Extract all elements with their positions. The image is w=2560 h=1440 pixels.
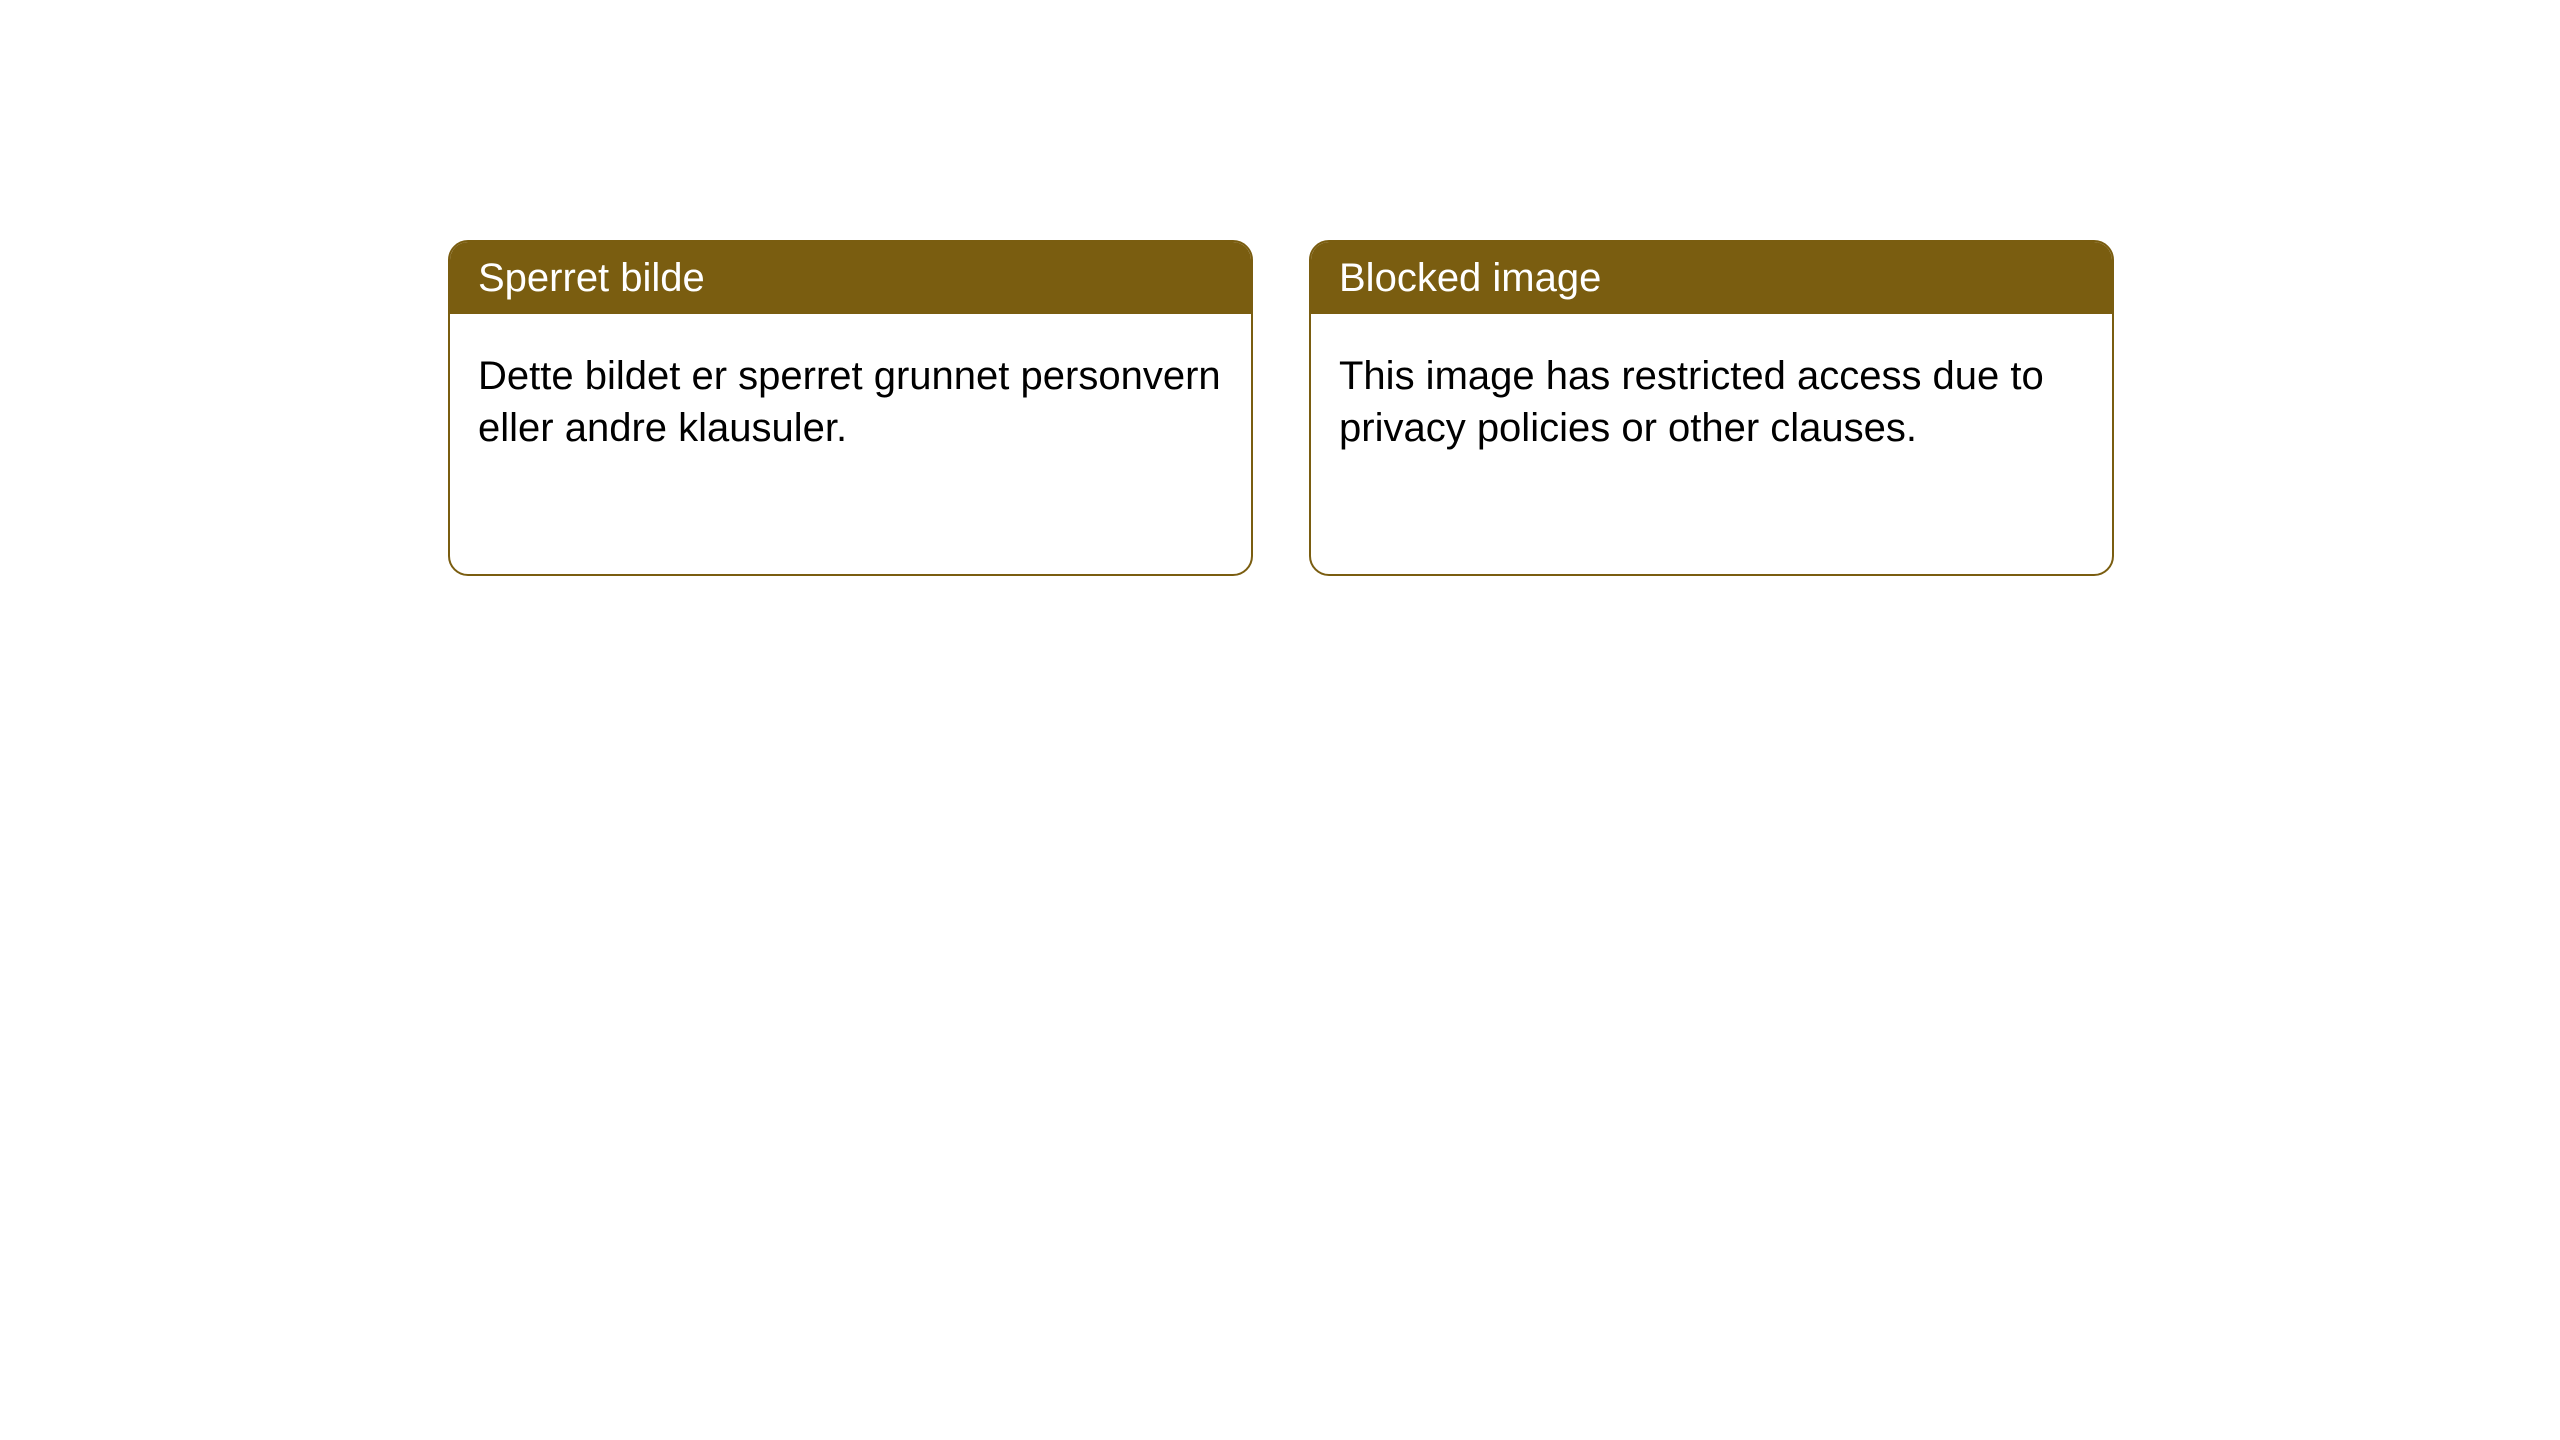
card-title: Blocked image xyxy=(1311,242,2112,314)
notice-card-norwegian: Sperret bilde Dette bildet er sperret gr… xyxy=(448,240,1253,576)
notice-card-english: Blocked image This image has restricted … xyxy=(1309,240,2114,576)
card-body: Dette bildet er sperret grunnet personve… xyxy=(450,314,1251,490)
card-title: Sperret bilde xyxy=(450,242,1251,314)
card-body: This image has restricted access due to … xyxy=(1311,314,2112,490)
notice-cards-container: Sperret bilde Dette bildet er sperret gr… xyxy=(0,0,2560,576)
